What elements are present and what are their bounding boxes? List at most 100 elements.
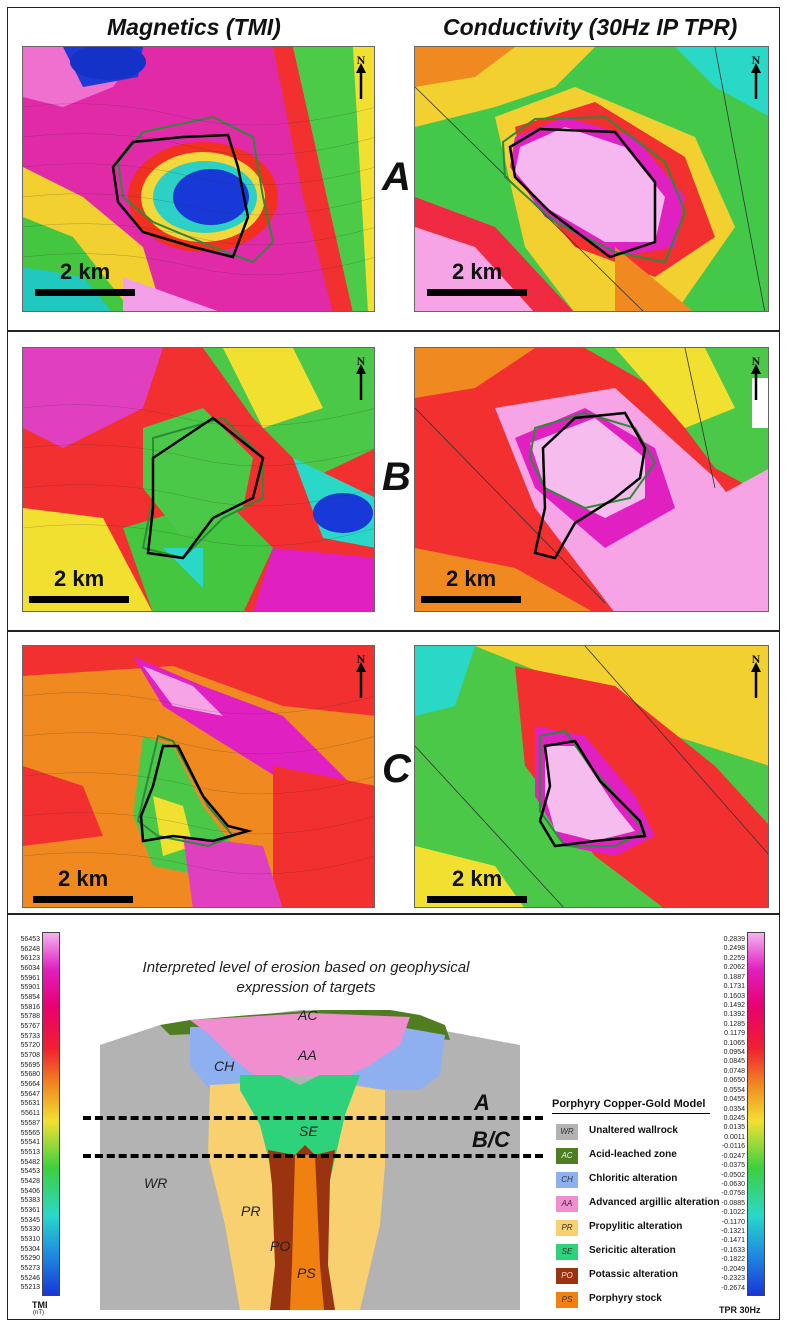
scale-line: [29, 596, 129, 603]
tmi-colorbar-unit: (nT): [33, 1310, 44, 1316]
scale-line: [427, 896, 527, 903]
legend-swatch-ac: AC: [556, 1148, 578, 1164]
colorbar-tick-label: 55611: [21, 1110, 40, 1118]
colorbar-tick-label: 55513: [20, 1148, 40, 1156]
zone-label-wr: WR: [144, 1175, 168, 1191]
colorbar-tick-label: 0.1179: [724, 1030, 745, 1038]
legend-label-wr: Unaltered wallrock: [589, 1125, 678, 1136]
scale-label: 2 km: [446, 566, 497, 591]
colorbar-tick-label: -0.1822: [721, 1256, 745, 1264]
north-arrow-a-mag: N: [354, 53, 368, 101]
north-letter: N: [356, 53, 366, 67]
colorbar-tick-label: -0.0502: [721, 1171, 745, 1179]
colorbar-tick-label: 55453: [20, 1168, 40, 1176]
colorbar-tick-label: 0.0954: [723, 1049, 745, 1057]
legend-swatch-ps: PS: [556, 1292, 578, 1308]
map-b-conductivity: N 2 km: [414, 347, 769, 612]
colorbar-tick-label: 55733: [20, 1032, 40, 1040]
colorbar-tick-label: -0.2049: [721, 1265, 745, 1273]
colorbar-tick-label: -0.0758: [721, 1190, 745, 1198]
colorbar-tick-label: 55788: [20, 1013, 40, 1021]
colorbar-tick-label: -0.0375: [721, 1162, 745, 1170]
north-arrow-a-cond: N: [749, 53, 763, 101]
colorbar-tick-label: 56123: [20, 955, 40, 963]
erosion-level-line-a: [83, 1116, 543, 1120]
scale-label: 2 km: [58, 866, 109, 891]
north-arrow-c-cond: N: [749, 652, 763, 700]
colorbar-tick-label: 56453: [20, 936, 40, 943]
legend-swatch-po: PO: [556, 1268, 578, 1284]
colorbar-tick-label: 0.2062: [723, 964, 745, 972]
zone-label-ac: AC: [298, 1007, 318, 1023]
north-arrow-b-mag: N: [354, 354, 368, 402]
legend-swatch-se: SE: [556, 1244, 578, 1260]
colorbar-tick-label: -0.1633: [721, 1246, 745, 1254]
scale-bar-b-cond: 2 km: [421, 566, 531, 606]
colorbar-tick-label: 55647: [20, 1090, 40, 1098]
colorbar-tick-label: 55565: [20, 1129, 40, 1137]
colorbar-tick-label: 56034: [20, 965, 40, 973]
scale-bar-b-mag: 2 km: [29, 566, 139, 606]
colorbar-tick-label: -0.2674: [721, 1284, 745, 1292]
colorbar-tick-label: -0.0630: [721, 1180, 745, 1188]
colorbar-tick-label: 0.0354: [723, 1105, 745, 1113]
zone-label-ps: PS: [297, 1265, 316, 1281]
conductivity-title: Conductivity (30Hz IP TPR): [443, 14, 738, 40]
legend-label-ps: Porphyry stock: [589, 1293, 662, 1304]
colorbar-tick-label: 55680: [20, 1071, 40, 1079]
colorbar-tick-label: 0.1492: [723, 1001, 745, 1009]
map-a-magnetics: N 2 km: [22, 46, 375, 312]
erosion-level-label-bc: B/C: [472, 1127, 510, 1152]
colorbar-tick-label: 55310: [20, 1235, 40, 1243]
colorbar-tick-label: 55330: [20, 1226, 40, 1234]
tmi-colorbar-name: TMI: [32, 1300, 48, 1310]
magnetics-title: Magnetics (TMI): [107, 14, 281, 40]
legend-swatch-wr: WR: [556, 1124, 578, 1140]
colorbar-tick-label: 0.0554: [723, 1086, 745, 1094]
scale-bar-c-mag: 2 km: [33, 866, 143, 906]
colorbar-tick-label: 0.0135: [723, 1124, 745, 1132]
colorbar-tick-label: -0.1170: [721, 1218, 745, 1226]
legend-swatch-aa: AA: [556, 1196, 578, 1212]
scale-line: [427, 289, 527, 296]
colorbar-tick-label: 55541: [20, 1139, 40, 1147]
colorbar-tick-label: -0.1471: [721, 1237, 745, 1245]
legend-title: Porphyry Copper-Gold Model: [552, 1098, 706, 1110]
north-letter: N: [751, 652, 761, 666]
north-letter: N: [356, 354, 366, 368]
colorbar-tick-label: 55631: [20, 1100, 40, 1108]
colorbar-tick-label: 0.2839: [723, 936, 745, 943]
legend-swatch-pr: PR: [556, 1220, 578, 1236]
scale-label: 2 km: [452, 866, 503, 891]
erosion-level-line-bc: [83, 1154, 543, 1158]
colorbar-tick-label: 0.1065: [723, 1039, 745, 1047]
colorbar-tick-label: 0.0650: [723, 1077, 745, 1085]
colorbar-tick-label: 55482: [20, 1158, 40, 1166]
zone-label-ch: CH: [214, 1058, 235, 1074]
colorbar-tick-label: 0.1285: [723, 1020, 745, 1028]
row-letter-b: B: [382, 455, 411, 499]
scale-label: 2 km: [60, 259, 111, 284]
colorbar-tick-label: 55406: [20, 1187, 40, 1195]
north-letter: N: [356, 652, 366, 666]
colorbar-tick-label: 56248: [20, 945, 40, 953]
colorbar-tick-label: -0.0116: [721, 1143, 745, 1151]
colorbar-tick-label: 0.0245: [723, 1115, 745, 1122]
colorbar-tick-label: 55708: [20, 1052, 40, 1060]
erosion-title: Interpreted level of erosion based on ge…: [142, 959, 470, 996]
legend-label-ac: Acid-leached zone: [589, 1149, 677, 1160]
scale-bar-a-mag: 2 km: [35, 259, 145, 299]
colorbar-tick-label: 55246: [20, 1274, 40, 1282]
colorbar-tick-label: 0.0748: [723, 1067, 745, 1075]
colorbar-tick-label: 55345: [20, 1216, 40, 1224]
north-letter: N: [751, 354, 761, 368]
scale-label: 2 km: [54, 566, 105, 591]
tmi-colorbar: [42, 932, 60, 1296]
north-letter: N: [751, 53, 761, 67]
colorbar-tick-label: 0.0011: [724, 1133, 745, 1141]
scale-line: [35, 289, 135, 296]
colorbar-tick-label: 0.1392: [723, 1011, 745, 1019]
map-c-magnetics: N 2 km: [22, 645, 375, 908]
colorbar-tick-label: 55213: [20, 1284, 40, 1292]
scale-label: 2 km: [452, 259, 503, 284]
